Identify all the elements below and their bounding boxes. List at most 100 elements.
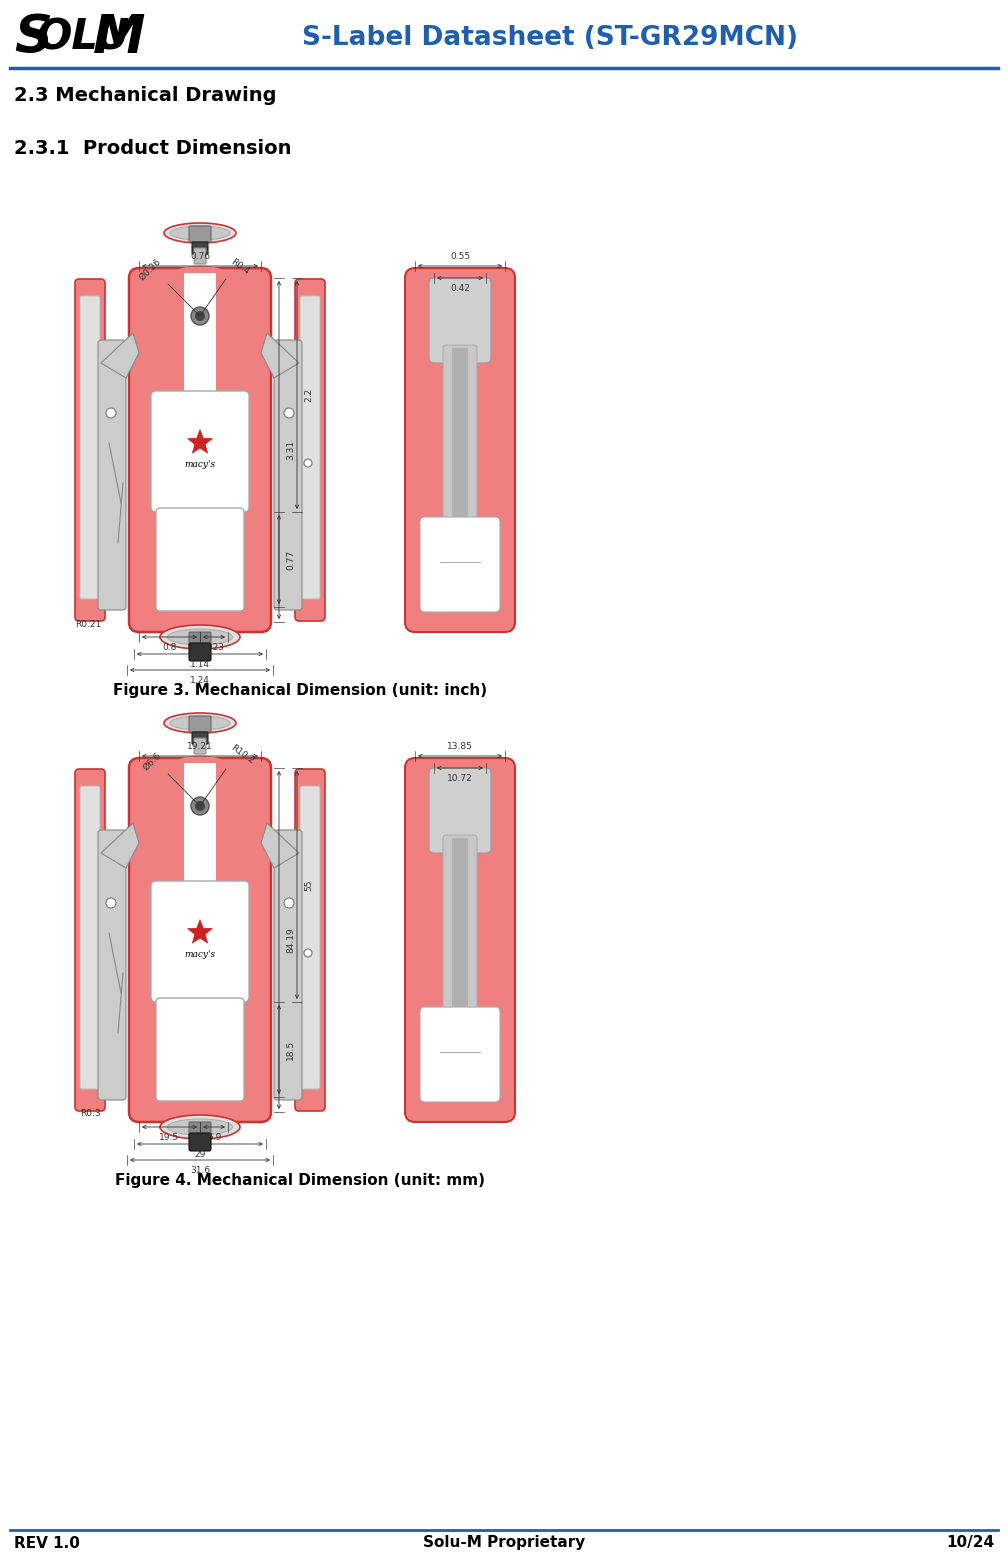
Text: 0.23: 0.23	[204, 643, 224, 651]
FancyBboxPatch shape	[192, 732, 208, 745]
Ellipse shape	[428, 277, 492, 358]
Text: S: S	[14, 12, 52, 64]
Ellipse shape	[164, 223, 236, 243]
FancyBboxPatch shape	[405, 268, 515, 633]
Text: 1.24: 1.24	[191, 676, 210, 686]
Text: 19.5: 19.5	[159, 1133, 179, 1142]
Bar	[184, 763, 216, 858]
FancyBboxPatch shape	[156, 508, 244, 611]
Text: 18.5: 18.5	[286, 1039, 295, 1059]
Ellipse shape	[170, 226, 230, 240]
Text: 5.9: 5.9	[207, 1133, 221, 1142]
FancyBboxPatch shape	[129, 268, 271, 633]
Circle shape	[304, 949, 312, 957]
Circle shape	[284, 897, 294, 908]
Text: 55: 55	[304, 879, 313, 891]
FancyBboxPatch shape	[190, 226, 211, 241]
FancyBboxPatch shape	[80, 785, 100, 1089]
Text: 0.8: 0.8	[162, 643, 176, 651]
FancyBboxPatch shape	[420, 517, 500, 612]
FancyBboxPatch shape	[300, 785, 320, 1089]
Text: 10/24: 10/24	[946, 1536, 994, 1550]
Ellipse shape	[167, 1119, 233, 1134]
Text: Figure 3. Mechanical Dimension (unit: inch): Figure 3. Mechanical Dimension (unit: in…	[113, 682, 487, 698]
Circle shape	[106, 897, 116, 908]
FancyBboxPatch shape	[75, 279, 105, 622]
Text: 1.14: 1.14	[190, 661, 210, 668]
FancyBboxPatch shape	[274, 830, 302, 1100]
Circle shape	[106, 408, 116, 418]
Bar	[452, 838, 468, 1063]
FancyBboxPatch shape	[405, 759, 515, 1122]
Text: macy's: macy's	[184, 460, 216, 469]
Text: R10.2: R10.2	[229, 743, 255, 767]
FancyBboxPatch shape	[151, 391, 249, 513]
FancyBboxPatch shape	[429, 768, 491, 852]
Ellipse shape	[167, 629, 233, 645]
FancyBboxPatch shape	[274, 340, 302, 611]
FancyBboxPatch shape	[192, 241, 208, 254]
Ellipse shape	[164, 714, 236, 732]
Bar	[184, 781, 216, 1100]
Polygon shape	[187, 919, 213, 943]
Circle shape	[195, 312, 205, 321]
FancyBboxPatch shape	[190, 1133, 211, 1151]
Text: 84.19: 84.19	[286, 927, 295, 953]
Polygon shape	[261, 333, 299, 379]
Bar	[184, 290, 216, 611]
Text: Solu-M Proprietary: Solu-M Proprietary	[423, 1536, 585, 1550]
Bar	[184, 273, 216, 368]
FancyBboxPatch shape	[80, 296, 100, 598]
Text: 0.76: 0.76	[190, 252, 210, 262]
Ellipse shape	[160, 1116, 240, 1139]
FancyBboxPatch shape	[98, 830, 126, 1100]
Text: REV 1.0: REV 1.0	[14, 1536, 80, 1550]
Text: 2.3.1  Product Dimension: 2.3.1 Product Dimension	[14, 139, 291, 157]
Text: Ø6.6: Ø6.6	[142, 751, 163, 773]
FancyBboxPatch shape	[75, 770, 105, 1111]
Text: 2.3 Mechanical Drawing: 2.3 Mechanical Drawing	[14, 86, 276, 104]
Text: OLU: OLU	[36, 16, 129, 58]
Text: 29: 29	[195, 1150, 206, 1159]
Ellipse shape	[148, 756, 252, 840]
Text: 31.6: 31.6	[190, 1165, 210, 1175]
Text: macy's: macy's	[184, 950, 216, 958]
Text: 0.55: 0.55	[450, 252, 470, 262]
Text: Ø0.26: Ø0.26	[138, 257, 163, 282]
FancyBboxPatch shape	[295, 279, 325, 622]
FancyBboxPatch shape	[429, 277, 491, 363]
Ellipse shape	[148, 265, 252, 351]
FancyBboxPatch shape	[300, 296, 320, 598]
FancyBboxPatch shape	[129, 759, 271, 1122]
FancyBboxPatch shape	[151, 880, 249, 1002]
FancyBboxPatch shape	[420, 1006, 500, 1102]
Polygon shape	[261, 823, 299, 868]
Text: M: M	[93, 12, 145, 64]
FancyBboxPatch shape	[190, 643, 211, 661]
Circle shape	[304, 460, 312, 467]
Text: 0.42: 0.42	[450, 284, 470, 293]
Text: S-Label Datasheet (ST-GR29MCN): S-Label Datasheet (ST-GR29MCN)	[302, 25, 798, 51]
Text: 10.72: 10.72	[448, 774, 473, 784]
Text: 0.77: 0.77	[286, 550, 295, 570]
Text: R0.3: R0.3	[81, 1109, 101, 1119]
Bar	[452, 347, 468, 572]
Text: Figure 4. Mechanical Dimension (unit: mm): Figure 4. Mechanical Dimension (unit: mm…	[115, 1173, 485, 1187]
Circle shape	[284, 408, 294, 418]
Text: R0.4: R0.4	[229, 257, 251, 276]
FancyBboxPatch shape	[98, 340, 126, 611]
Circle shape	[191, 798, 209, 815]
FancyBboxPatch shape	[156, 999, 244, 1102]
FancyBboxPatch shape	[194, 738, 206, 754]
FancyBboxPatch shape	[190, 717, 211, 732]
Ellipse shape	[428, 768, 492, 848]
FancyBboxPatch shape	[190, 1122, 211, 1137]
FancyBboxPatch shape	[443, 344, 477, 584]
Polygon shape	[101, 823, 139, 868]
FancyBboxPatch shape	[443, 835, 477, 1075]
FancyBboxPatch shape	[194, 248, 206, 263]
Circle shape	[191, 307, 209, 326]
Ellipse shape	[170, 717, 230, 731]
Text: 13.85: 13.85	[448, 742, 473, 751]
FancyBboxPatch shape	[295, 770, 325, 1111]
